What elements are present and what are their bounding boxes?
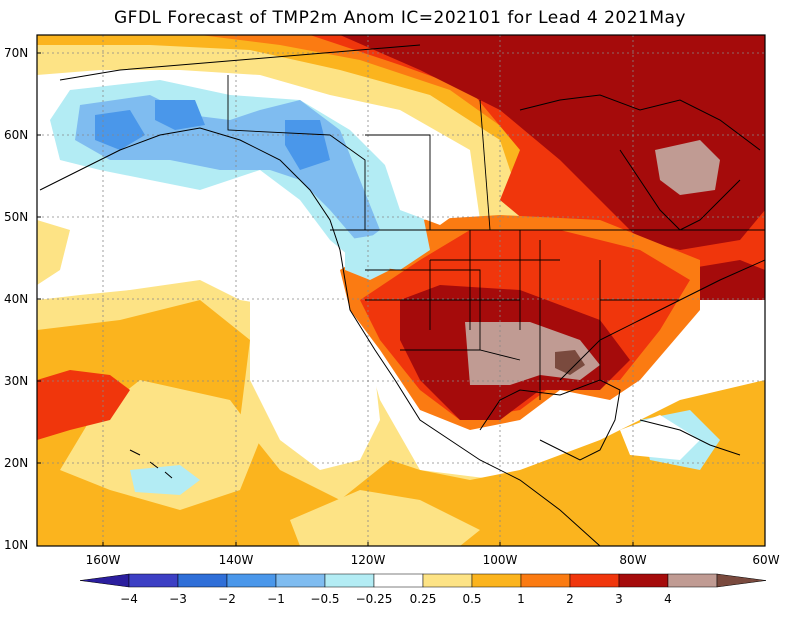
- west-yellow-strip: [37, 220, 70, 285]
- canada-very-strong: [340, 35, 765, 250]
- coastlines: [39, 44, 766, 547]
- lat-label-30n: 30N: [4, 374, 29, 388]
- lower-yellow: [290, 490, 480, 546]
- hawaii-cool-patch: [130, 465, 200, 495]
- colorbar-segment: [373, 573, 424, 588]
- colorbar-segment: [569, 573, 620, 588]
- colorbar-label: −4: [120, 592, 138, 606]
- lon-label-140w: 140W: [218, 553, 254, 567]
- colorbar-segment: [520, 573, 571, 588]
- colorbar-segment: [716, 573, 767, 588]
- east-canada-strong: [680, 260, 765, 300]
- colorbar-segment: [128, 573, 179, 588]
- colorbar-segment: [618, 573, 669, 588]
- lat-label-20n: 20N: [4, 456, 29, 470]
- caribbean-white: [620, 415, 700, 460]
- colorbar: [79, 573, 767, 588]
- colorbar-label: −0.5: [310, 592, 340, 606]
- colorbar-segment: [471, 573, 522, 588]
- pacific-strong-patch: [37, 370, 130, 440]
- anomaly-field: [37, 35, 765, 546]
- colorbar-segment: [275, 573, 326, 588]
- colorbar-segment: [177, 573, 228, 588]
- lat-label-10n: 10N: [4, 538, 29, 552]
- colorbar-label: 2: [566, 592, 574, 606]
- west-coast-cool: [345, 235, 390, 280]
- colorbar-label: −1: [267, 592, 285, 606]
- lower-orange: [520, 450, 765, 546]
- lon-label-80w: 80W: [619, 553, 647, 567]
- political-boundaries: [227, 75, 765, 400]
- colorbar-segment: [324, 573, 375, 588]
- colorbar-label: −0.25: [355, 592, 393, 606]
- map-title: GFDL Forecast of TMP2m Anom IC=202101 fo…: [114, 8, 686, 28]
- hottest-core: [555, 350, 585, 375]
- lat-label-70n: 70N: [4, 46, 29, 60]
- lon-label-160w: 160W: [85, 553, 121, 567]
- lat-label-60n: 60N: [4, 128, 29, 142]
- colorbar-label: 3: [615, 592, 623, 606]
- colorbar-label: 0.25: [409, 592, 437, 606]
- colorbar-label: −2: [218, 592, 236, 606]
- lon-label-60w: 60W: [752, 553, 780, 567]
- colorbar-label: 1: [517, 592, 525, 606]
- grid-lines: [37, 35, 765, 546]
- colorbar-label: 0.5: [462, 592, 482, 606]
- lon-label-100w: 100W: [482, 553, 518, 567]
- lat-label-50n: 50N: [4, 210, 29, 224]
- lon-label-120w: 120W: [350, 553, 386, 567]
- hudson-extreme: [655, 140, 720, 195]
- colorbar-segment: [79, 573, 130, 588]
- interior-white: [380, 150, 475, 225]
- pacific-white-pocket: [250, 290, 380, 470]
- colorbar-segment: [226, 573, 277, 588]
- colorbar-segment: [422, 573, 473, 588]
- colorbar-label: −3: [169, 592, 187, 606]
- lat-label-40n: 40N: [4, 292, 29, 306]
- colorbar-segment: [667, 573, 718, 588]
- axis-ticks: [37, 52, 634, 546]
- map-frame: [36, 34, 766, 547]
- colorbar-label: 4: [664, 592, 672, 606]
